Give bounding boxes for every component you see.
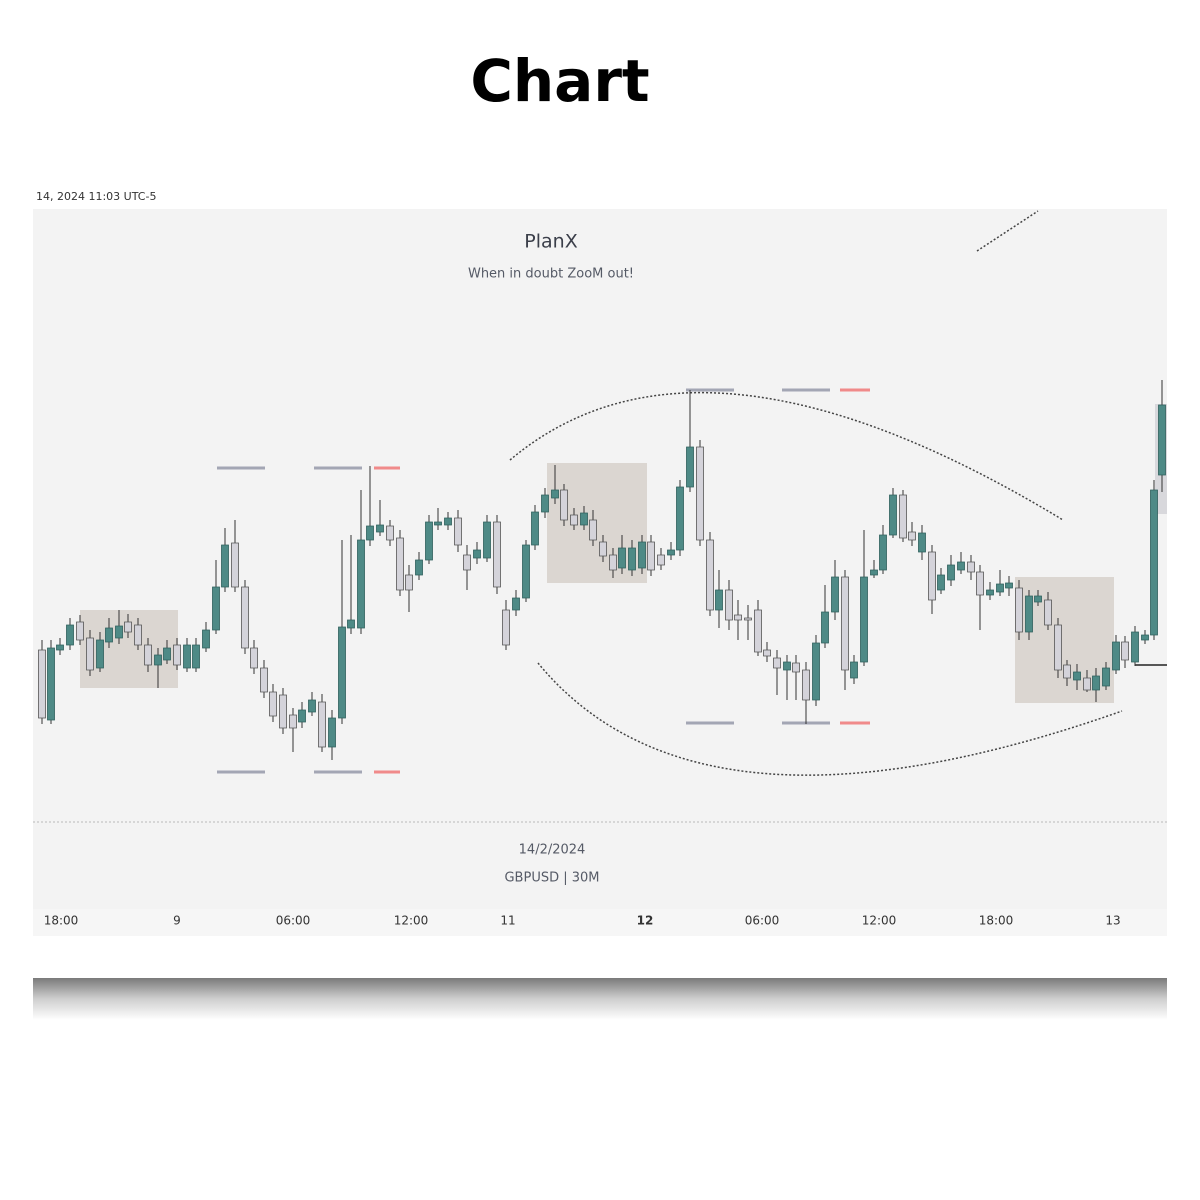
time-label: 12 [637, 914, 654, 928]
candle-bodies-bull [47, 404, 1166, 748]
time-label: 18:00 [979, 914, 1014, 928]
candle-bodies-bear [38, 446, 1129, 748]
curve-upper [509, 391, 1064, 521]
time-label: 18:00 [44, 914, 79, 928]
watermark-title: PlanX [524, 231, 577, 253]
curve-corner [976, 210, 1039, 252]
level-line [217, 388, 830, 774]
time-label: 06:00 [745, 914, 780, 928]
timestamp: 14, 2024 11:03 UTC-5 [36, 190, 156, 203]
footer-date: 14/2/2024 [519, 843, 586, 858]
time-axis: 18:00 9 06:00 12:00 11 12 06:00 12:00 18… [44, 914, 1121, 928]
time-label: 12:00 [394, 914, 429, 928]
curve-lower [537, 662, 1123, 776]
page-title: Chart [470, 47, 649, 115]
footer-symbol: GBPUSD | 30M [504, 871, 599, 886]
time-axis-bar [33, 909, 1167, 936]
time-label: 13 [1105, 914, 1120, 928]
time-label: 11 [500, 914, 515, 928]
time-label: 12:00 [862, 914, 897, 928]
time-label: 06:00 [276, 914, 311, 928]
curves [509, 210, 1123, 776]
level-lines [217, 388, 870, 774]
time-label: 9 [173, 914, 181, 928]
scroll-shadow [33, 978, 1167, 1020]
watermark-subtitle: When in doubt ZooM out! [468, 267, 634, 282]
level-line-red [374, 388, 870, 774]
